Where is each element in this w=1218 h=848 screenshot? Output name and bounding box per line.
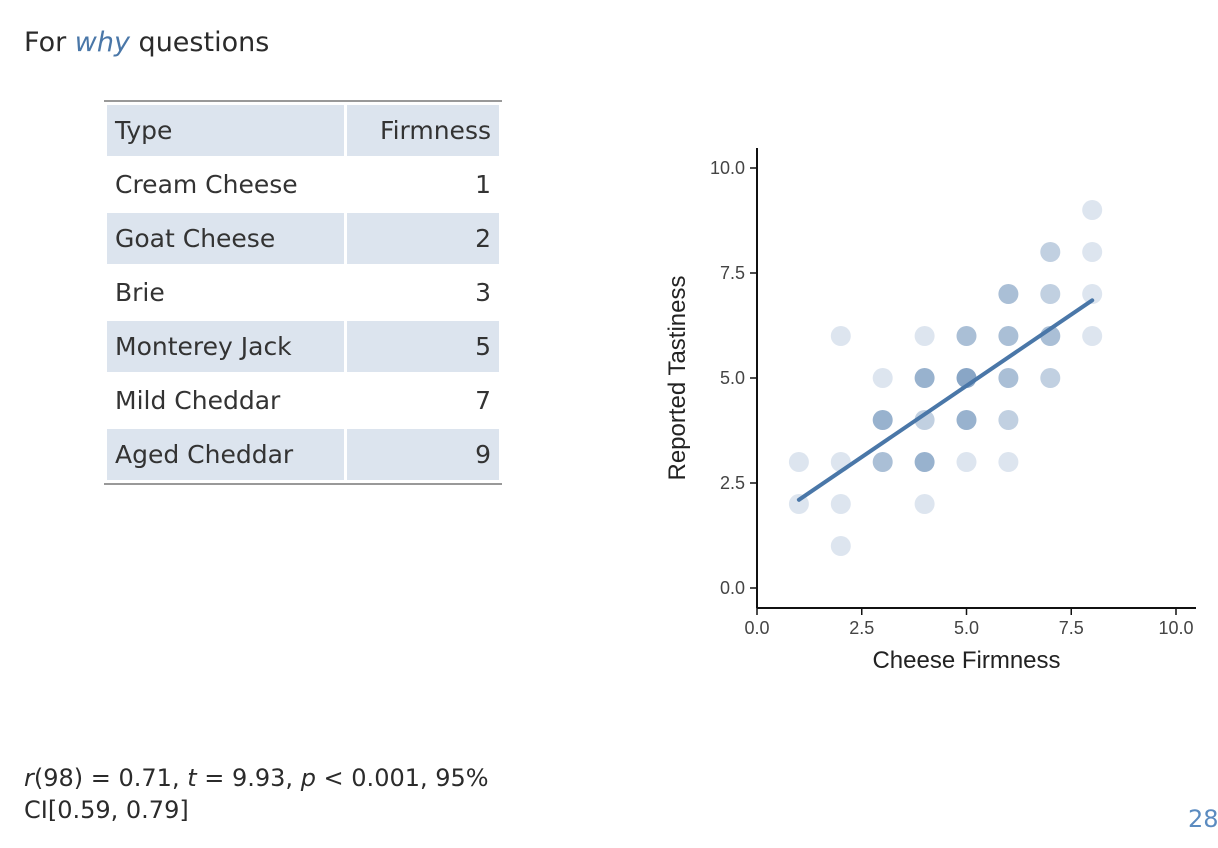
data-point bbox=[956, 326, 977, 346]
table-row: Brie 3 bbox=[107, 267, 499, 318]
page-number: 28 bbox=[1188, 805, 1218, 833]
cell-firmness: 7 bbox=[475, 386, 491, 415]
cell-firmness: 1 bbox=[475, 170, 491, 199]
data-point bbox=[1082, 326, 1103, 346]
fit-line bbox=[796, 298, 1095, 502]
cell-type: Brie bbox=[115, 278, 165, 307]
p-symbol: p bbox=[300, 764, 316, 792]
x-tick-label: 7.5 bbox=[1059, 618, 1084, 638]
data-point bbox=[1082, 200, 1103, 220]
table-row: Mild Cheddar 7 bbox=[107, 375, 499, 426]
x-tick-label: 10.0 bbox=[1158, 618, 1193, 638]
y-tick-label: 0.0 bbox=[720, 578, 745, 598]
data-point bbox=[1040, 368, 1061, 388]
data-point bbox=[872, 452, 893, 472]
table-header-row: Type Firmness bbox=[107, 105, 499, 156]
cell-firmness: 3 bbox=[475, 278, 491, 307]
cell-type: Monterey Jack bbox=[115, 332, 292, 361]
table-row: Cream Cheese 1 bbox=[107, 159, 499, 210]
data-point bbox=[998, 410, 1019, 430]
cell-firmness: 5 bbox=[475, 332, 491, 361]
header-firmness: Firmness bbox=[380, 116, 491, 145]
x-tick-label: 0.0 bbox=[744, 618, 769, 638]
t-value: = 9.93, bbox=[196, 764, 301, 792]
chart-points bbox=[788, 200, 1103, 556]
table-row: Goat Cheese 2 bbox=[107, 213, 499, 264]
data-point bbox=[872, 410, 893, 430]
table-row: Aged Cheddar 9 bbox=[107, 429, 499, 480]
data-point bbox=[1082, 242, 1103, 262]
data-point bbox=[830, 536, 851, 556]
x-axis-label: Cheese Firmness bbox=[872, 647, 1060, 674]
header-type: Type bbox=[115, 116, 173, 145]
data-point bbox=[914, 410, 935, 430]
r-symbol: r bbox=[24, 764, 34, 792]
r-value: (98) = 0.71, bbox=[33, 764, 188, 792]
data-point bbox=[1040, 284, 1061, 304]
scatter-chart: 0.0 0.0 2.5 2.5 5.0 5.0 7.5 7.5 10.0 10.0 Cheese … bbox=[664, 148, 1196, 674]
x-tick-label: 2.5 bbox=[849, 618, 874, 638]
data-point bbox=[1082, 284, 1103, 304]
correlation-stats: r(98) = 0.71, t = 9.93, p < 0.001, 95% C… bbox=[24, 762, 544, 826]
data-point bbox=[830, 326, 851, 346]
cell-type: Mild Cheddar bbox=[115, 386, 281, 415]
data-point bbox=[914, 326, 935, 346]
y-tick-label: 10.0 bbox=[710, 158, 745, 178]
data-point bbox=[914, 368, 935, 388]
heading-prefix: For bbox=[24, 27, 75, 58]
heading-suffix: questions bbox=[129, 27, 270, 58]
chart-fit-line-group bbox=[796, 298, 1095, 502]
x-tick-label: 5.0 bbox=[954, 618, 979, 638]
y-axis-label: Reported Tastiness bbox=[664, 275, 691, 480]
data-point bbox=[956, 452, 977, 472]
y-tick-label: 7.5 bbox=[720, 263, 745, 283]
p-value: < 0.001, 95% CI[0.59, 0.79] bbox=[24, 764, 489, 824]
data-point bbox=[1040, 242, 1061, 262]
heading-emphasis: why bbox=[74, 27, 130, 58]
slide-heading: For why questions bbox=[24, 27, 269, 58]
data-point bbox=[872, 368, 893, 388]
data-point bbox=[998, 452, 1019, 472]
data-point bbox=[956, 410, 977, 430]
data-point bbox=[998, 326, 1019, 346]
data-point bbox=[998, 284, 1019, 304]
cell-firmness: 9 bbox=[475, 440, 491, 469]
data-point bbox=[830, 494, 851, 514]
cell-type: Cream Cheese bbox=[115, 170, 298, 199]
data-point bbox=[788, 494, 809, 514]
chart-axes: 0.0 0.0 2.5 2.5 5.0 5.0 7.5 7.5 10.0 10.0 bbox=[710, 148, 1196, 638]
cell-type: Goat Cheese bbox=[115, 224, 276, 253]
y-tick-label: 2.5 bbox=[720, 473, 745, 493]
table-row: Monterey Jack 5 bbox=[107, 321, 499, 372]
cell-type: Aged Cheddar bbox=[115, 440, 294, 469]
cheese-firmness-table: Type Firmness Cream Cheese 1 Goat Cheese 2… bbox=[104, 100, 502, 485]
data-point bbox=[788, 452, 809, 472]
data-point bbox=[998, 368, 1019, 388]
data-point bbox=[914, 494, 935, 514]
data-point bbox=[914, 452, 935, 472]
cell-firmness: 2 bbox=[475, 224, 491, 253]
t-symbol: t bbox=[187, 764, 197, 792]
y-tick-label: 5.0 bbox=[720, 368, 745, 388]
